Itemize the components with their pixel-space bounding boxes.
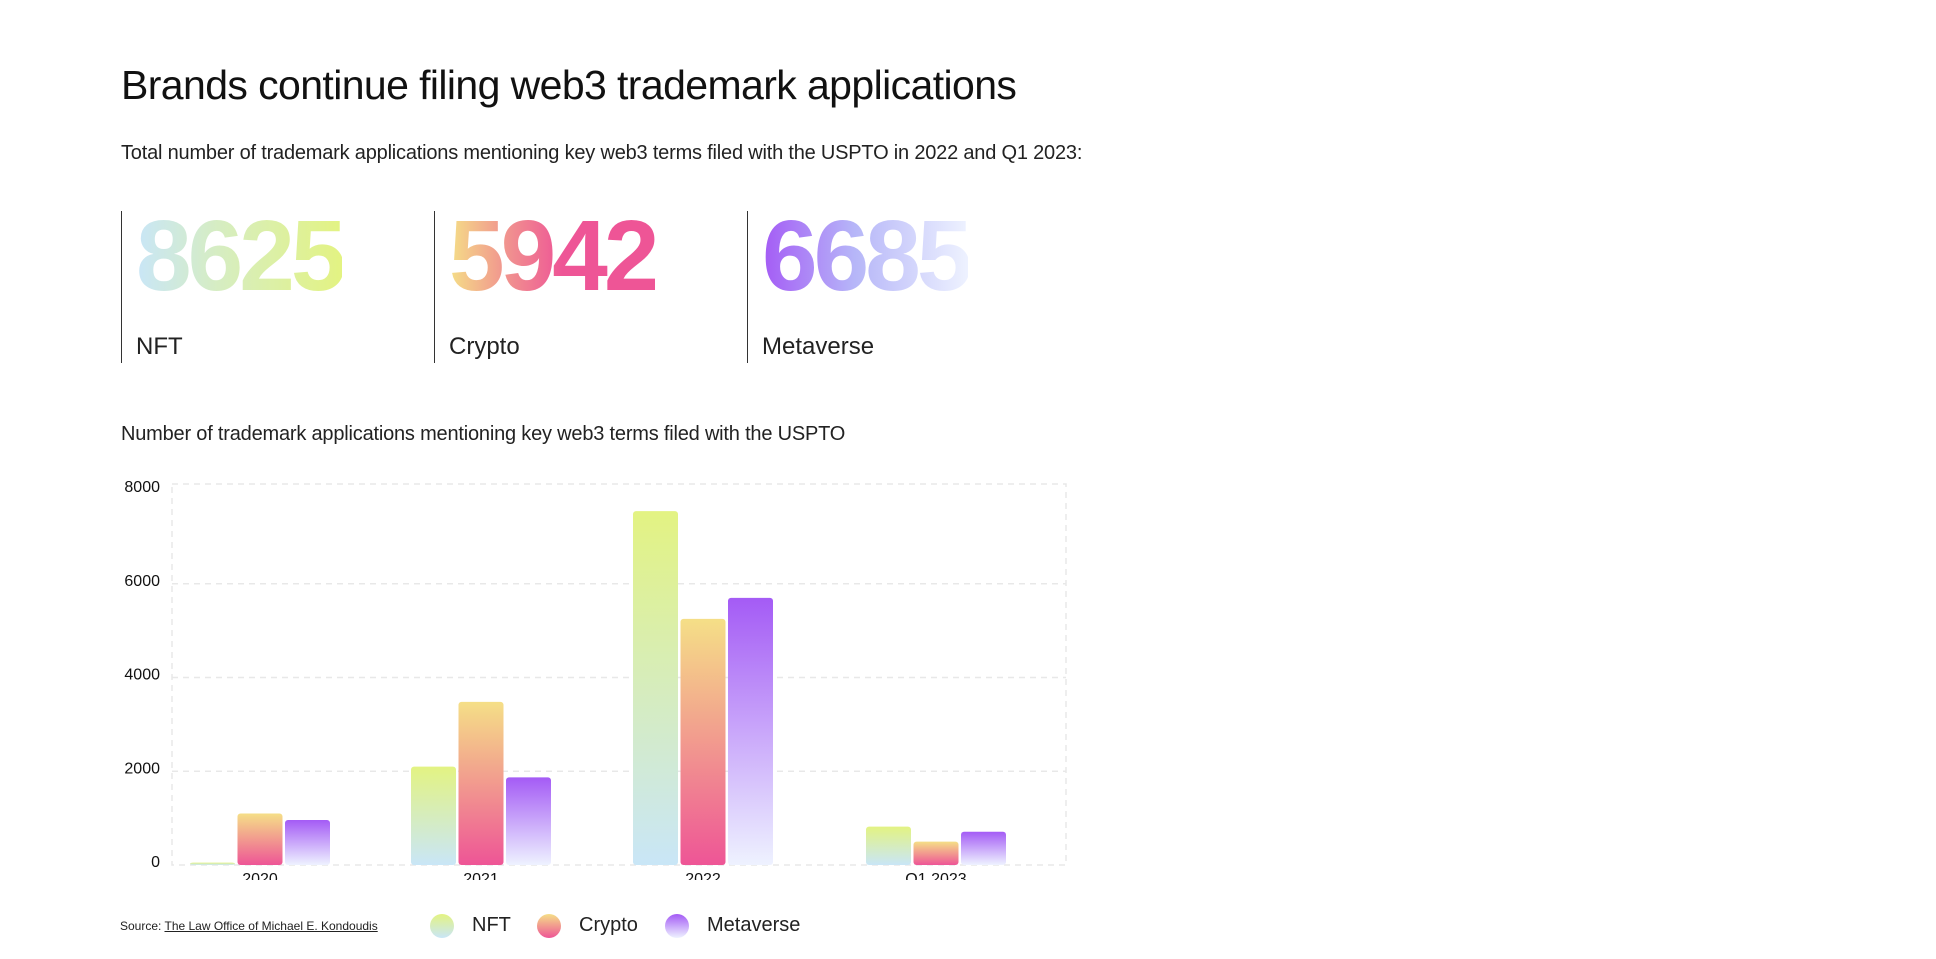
bar-crypto-2022 (680, 618, 726, 865)
stat-metaverse: 6685 Metaverse (747, 201, 1048, 363)
page-title: Brands continue filing web3 trademark ap… (121, 62, 1017, 108)
legend-crypto-swatch (537, 914, 561, 938)
bar-metaverse-2020 (285, 820, 330, 865)
bar-crypto-2020 (237, 813, 283, 865)
bar-nft-2022 (633, 511, 678, 865)
stat-crypto-label: Crypto (449, 333, 520, 360)
stats-subtitle: Total number of trademark applications m… (121, 142, 1083, 164)
chart-title: Number of trademark applications mention… (121, 423, 846, 445)
bar-metaverse-q1-2023 (961, 831, 1006, 865)
legend-metaverse-swatch (665, 914, 689, 938)
stat-metaverse-value: 6685 (762, 200, 972, 312)
x-tick-label: 2020 (242, 871, 278, 880)
bar-nft-2021 (411, 766, 456, 865)
y-tick-label: 6000 (124, 573, 160, 590)
source-note: Source: The Law Office of Michael E. Kon… (120, 919, 378, 933)
bar-chart: 0 2000 4000 6000 8000 2020 2021 2022 Q1 2023 (124, 479, 1067, 880)
legend-metaverse-label: Metaverse (707, 914, 801, 936)
bar-metaverse-2021 (506, 777, 551, 865)
stat-nft-value: 8625 (136, 200, 346, 312)
x-axis-ticks: 2020 2021 2022 Q1 2023 (242, 871, 967, 880)
legend-nft-swatch (430, 914, 454, 938)
y-tick-label: 2000 (124, 760, 160, 777)
stat-crypto-value: 5942 (449, 200, 659, 312)
bar-crypto-2021 (458, 701, 504, 865)
y-tick-label: 0 (151, 854, 160, 871)
chart-footer: Source: The Law Office of Michael E. Kon… (120, 908, 1020, 944)
x-tick-label: Q1 2023 (905, 871, 966, 880)
x-tick-label: 2022 (685, 871, 721, 880)
bar-metaverse-2022 (728, 597, 773, 865)
stat-crypto: 5942 Crypto (434, 201, 735, 363)
x-tick-label: 2021 (463, 871, 499, 880)
source-prefix: Source: (120, 919, 165, 933)
y-tick-label: 8000 (124, 479, 160, 496)
stat-metaverse-label: Metaverse (762, 333, 875, 360)
chart-grid (171, 483, 1067, 866)
legend-crypto-label: Crypto (579, 914, 638, 936)
stat-nft: 8625 NFT (121, 201, 422, 363)
stat-nft-label: NFT (136, 333, 183, 360)
source-link[interactable]: The Law Office of Michael E. Kondoudis (164, 919, 378, 933)
chart-bars (190, 511, 1006, 865)
bar-nft-2020 (190, 862, 235, 865)
bar-nft-q1-2023 (866, 826, 911, 865)
legend-nft-label: NFT (472, 914, 511, 936)
y-tick-label: 4000 (124, 667, 160, 684)
bar-crypto-q1-2023 (913, 841, 959, 865)
plot-frame (171, 483, 1067, 866)
y-axis-ticks: 0 2000 4000 6000 8000 (124, 479, 160, 871)
